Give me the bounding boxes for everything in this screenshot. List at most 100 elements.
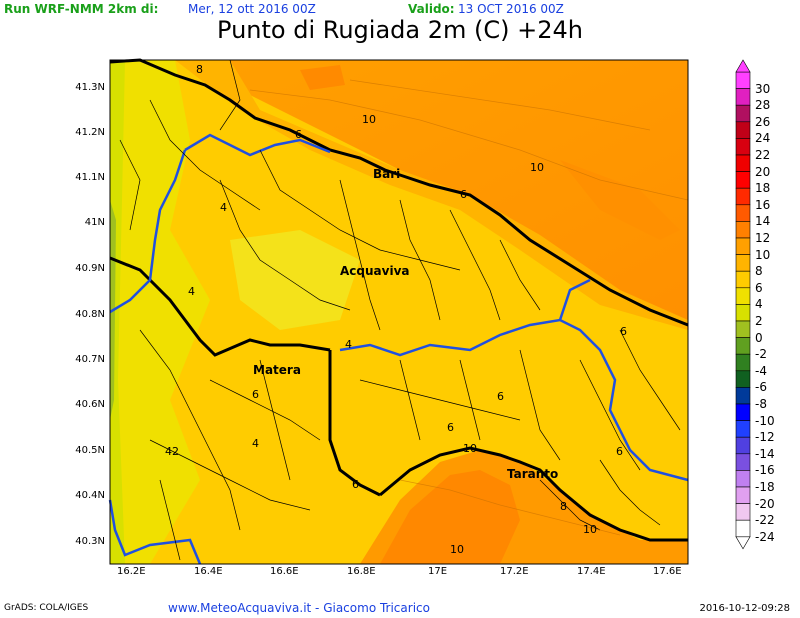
valid-label: Valido: <box>408 2 455 16</box>
lat-tick: 41.3N <box>75 82 105 93</box>
map-title: Punto di Rugiada 2m (C) +24h <box>217 16 583 44</box>
colorbar-label: 18 <box>755 181 771 196</box>
colorbar-label: -24 <box>755 529 775 544</box>
colorbar-label: -12 <box>755 430 775 445</box>
lat-tick: 40.5N <box>75 445 105 456</box>
contour-label: 6 <box>447 421 454 434</box>
colorbar-label: 20 <box>755 164 771 179</box>
province-border <box>184 133 331 157</box>
colorbar-label: 24 <box>755 131 771 146</box>
colorbar-swatch <box>735 320 751 338</box>
contour-label: 6 <box>352 478 359 491</box>
municipal-borders <box>119 59 681 561</box>
lon-tick: 16.2E <box>117 566 146 577</box>
contour-label: 4 <box>188 285 195 298</box>
lon-tick: 16.6E <box>270 566 299 577</box>
contour-label: 4 <box>345 338 352 351</box>
colorbar-swatch <box>735 138 751 156</box>
contour-label: 6 <box>620 325 627 338</box>
colorbar-swatch <box>735 104 751 123</box>
colorbar-label: 16 <box>755 197 771 212</box>
lon-tick: 17.4E <box>577 566 606 577</box>
province-border <box>558 278 591 321</box>
colorbar-label: 30 <box>755 81 771 96</box>
colorbar-label: 22 <box>755 148 771 162</box>
colorbar-swatch <box>735 304 751 322</box>
colorbar-label: -8 <box>755 397 767 411</box>
contour-label: 6 <box>497 390 504 403</box>
lat-tick: 41.2N <box>75 127 105 138</box>
colorbar-swatch <box>735 88 751 106</box>
colorbar-swatch <box>735 436 751 455</box>
colorbar-swatch <box>735 254 751 272</box>
colorbar-swatch <box>735 204 751 222</box>
colorbar-label: -4 <box>755 363 767 378</box>
colorbar-swatch <box>735 221 751 239</box>
lon-tick: 17.6E <box>653 566 682 577</box>
colorbar-swatch <box>735 171 751 189</box>
lat-tick: 40.8N <box>75 309 105 320</box>
run-label: Run WRF-NMM 2km di: <box>4 2 159 16</box>
colorbar-swatch <box>735 403 751 421</box>
colorbar-swatch <box>735 187 751 206</box>
contour-label: 10 <box>362 113 376 126</box>
contour-label: 6 <box>616 445 623 458</box>
contour-label: 10 <box>583 523 597 536</box>
province-border <box>109 149 187 314</box>
contour-label: 42 <box>165 445 179 458</box>
lat-tick: 40.4N <box>75 490 105 501</box>
lat-tick: 40.6N <box>75 399 105 410</box>
city-label-taranto: Taranto <box>507 467 558 481</box>
border-basilicata <box>328 350 381 497</box>
colorbar-label: -2 <box>755 347 767 362</box>
contour-label: 10 <box>463 442 477 455</box>
lat-tick: 41.1N <box>75 172 105 183</box>
colorbar-label: -16 <box>755 463 775 478</box>
colorbar-swatch <box>735 453 751 471</box>
contour-label: 6 <box>252 388 259 401</box>
colorbar-label: 28 <box>755 98 771 113</box>
colorbar-swatch <box>735 337 751 355</box>
contour-label: 4 <box>220 201 227 214</box>
colorbar-swatch <box>735 370 751 388</box>
colorbar-label: -10 <box>755 413 775 428</box>
colorbar-label: -14 <box>755 446 775 461</box>
colorbar-swatch <box>735 470 751 488</box>
lat-tick: 40.7N <box>75 354 105 365</box>
footer-grads-credit: GrADS: COLA/IGES <box>4 603 89 613</box>
contour-label: 10 <box>450 543 464 556</box>
colorbar-bottom-arrow <box>735 536 751 550</box>
colorbar-label: 6 <box>755 280 763 295</box>
colorbar-swatch <box>735 420 751 438</box>
colorbar-label: -18 <box>755 480 775 494</box>
lat-tick: 40.9N <box>75 263 105 274</box>
footer-timestamp: 2016-10-12-09:28 <box>699 603 790 614</box>
colorbar-label: 10 <box>755 247 771 262</box>
colorbar-label: 14 <box>755 214 771 229</box>
colorbar-label: 0 <box>755 330 763 345</box>
colorbar-swatch <box>735 121 751 139</box>
colorbar-swatch <box>735 519 751 538</box>
field-zone-2to4 <box>110 60 210 564</box>
city-label-acquaviva: Acquaviva <box>340 264 410 278</box>
colorbar-swatch <box>735 287 751 305</box>
contour-label: 6 <box>460 188 467 201</box>
colorbar-label: 4 <box>755 297 763 312</box>
valid-date: 13 OCT 2016 00Z <box>458 2 564 16</box>
contour-lines <box>249 79 689 536</box>
contour-label: 6 <box>295 128 302 141</box>
coastal-band <box>175 60 688 330</box>
footer-website[interactable]: www.MeteoAcquaviva.it - Giacomo Tricaric… <box>168 601 430 615</box>
coastline-adriatic <box>109 58 689 327</box>
sea-patch <box>300 65 345 90</box>
plot-frame <box>109 59 689 565</box>
city-label-bari: Bari <box>373 167 400 181</box>
colorbar <box>735 59 751 550</box>
colorbar-swatch <box>735 503 751 521</box>
colorbar-label: -6 <box>755 380 767 395</box>
contour-label-group: 8 10 10 6 6 4 4 4 6 6 4 42 6 6 10 8 6 10… <box>165 63 627 556</box>
contour-label: 8 <box>196 63 203 76</box>
run-date: Mer, 12 ott 2016 00Z <box>188 2 316 16</box>
colorbar-swatch <box>735 71 751 89</box>
